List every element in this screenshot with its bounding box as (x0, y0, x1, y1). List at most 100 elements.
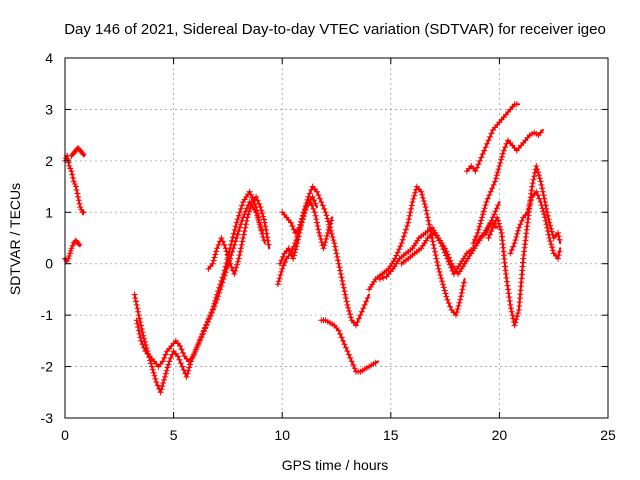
data-point-marker (311, 209, 318, 216)
data-point-marker (247, 205, 254, 212)
data-point-marker (204, 318, 211, 325)
data-point-marker (282, 259, 289, 265)
data-point-marker (347, 355, 354, 361)
data-point-marker (471, 236, 478, 243)
data-point-marker (505, 290, 512, 297)
data-point-marker (326, 223, 333, 230)
x-axis-ticks: 0 5 10 15 20 25 (61, 58, 616, 443)
data-point-marker (318, 199, 325, 205)
data-point-marker (479, 151, 486, 157)
data-point-marker (548, 241, 555, 248)
data-point-marker (135, 312, 142, 319)
x-tick-label: 5 (170, 427, 178, 443)
x-tick-label: 10 (274, 427, 290, 443)
data-point-marker (278, 257, 285, 264)
data-point-marker (322, 209, 329, 216)
data-point-marker (499, 153, 505, 160)
data-point-marker (460, 283, 467, 289)
data-point-marker (291, 249, 298, 256)
data-point-marker (259, 210, 266, 217)
data-point-marker (512, 237, 519, 244)
data-point-marker (229, 248, 236, 255)
data-point-marker (232, 223, 239, 230)
data-point-marker (332, 247, 339, 253)
data-point-marker (243, 221, 249, 228)
data-point-marker (197, 336, 204, 343)
data-point-marker (140, 344, 147, 351)
data-point-marker (154, 382, 161, 389)
data-point-marker (66, 253, 73, 259)
data-point-marker (236, 209, 243, 216)
data-point-marker (340, 284, 347, 291)
data-point-marker (337, 271, 344, 277)
data-point-marker (312, 212, 319, 219)
data-point-marker (431, 245, 438, 252)
data-point-marker (507, 250, 514, 257)
data-point-marker (315, 226, 322, 233)
data-point-marker (539, 205, 546, 212)
data-point-marker (297, 221, 304, 228)
data-point-marker (234, 261, 240, 268)
data-point-marker (484, 140, 491, 147)
data-point-marker (506, 298, 513, 304)
data-point-marker (544, 228, 551, 235)
data-point-marker (214, 245, 220, 252)
data-point-marker (413, 186, 419, 193)
data-point-marker (447, 303, 454, 310)
data-point-marker (445, 300, 452, 307)
data-point-marker (492, 175, 499, 182)
data-point-marker (491, 211, 498, 218)
data-point-marker (73, 187, 80, 193)
data-point-marker (545, 231, 552, 238)
data-point-marker (432, 248, 438, 255)
data-point-marker (332, 243, 339, 250)
data-point-marker (287, 248, 294, 255)
data-point-marker (441, 249, 448, 256)
data-point-marker (539, 188, 546, 195)
data-point-marker (222, 245, 229, 252)
data-point-marker (290, 255, 297, 262)
data-point-marker (496, 223, 503, 230)
data-point-marker (302, 205, 309, 212)
data-point-marker (257, 204, 264, 211)
data-point-marker (408, 202, 415, 209)
data-point-marker (512, 319, 519, 326)
data-point-marker (216, 289, 223, 296)
data-point-marker (542, 217, 549, 224)
data-point-marker (68, 245, 75, 252)
data-point-marker (211, 254, 218, 261)
data-point-marker (513, 234, 520, 240)
y-axis-label: SDTVAR / TECUs (7, 183, 23, 295)
data-point-marker (298, 218, 305, 225)
data-point-marker (486, 192, 493, 199)
data-point-marker (165, 361, 172, 368)
data-point-marker (556, 236, 563, 243)
data-point-marker (323, 232, 330, 239)
data-point-marker (274, 281, 281, 288)
data-point-marker (403, 226, 409, 233)
data-point-marker (223, 265, 230, 272)
y-tick-label: 0 (45, 256, 53, 272)
data-point-marker (290, 252, 297, 259)
data-point-marker (264, 237, 271, 244)
data-point-marker (534, 192, 541, 199)
data-point-marker (435, 265, 442, 272)
data-point-marker (340, 281, 346, 288)
data-point-marker (313, 216, 320, 223)
data-point-marker (132, 295, 139, 301)
data-point-marker (306, 190, 313, 197)
data-point-marker (158, 386, 165, 393)
data-point-marker (199, 330, 206, 337)
data-point-marker (219, 238, 226, 245)
data-point-marker (241, 228, 248, 235)
data-point-marker (157, 389, 164, 396)
data-point-marker (405, 216, 412, 223)
data-point-marker (355, 315, 362, 322)
data-point-marker (234, 231, 241, 238)
data-point-marker (67, 247, 74, 254)
data-point-marker (487, 133, 493, 140)
data-point-marker (247, 202, 254, 209)
data-point-marker (458, 293, 464, 300)
data-point-marker (224, 251, 231, 258)
data-point-marker (485, 235, 492, 241)
